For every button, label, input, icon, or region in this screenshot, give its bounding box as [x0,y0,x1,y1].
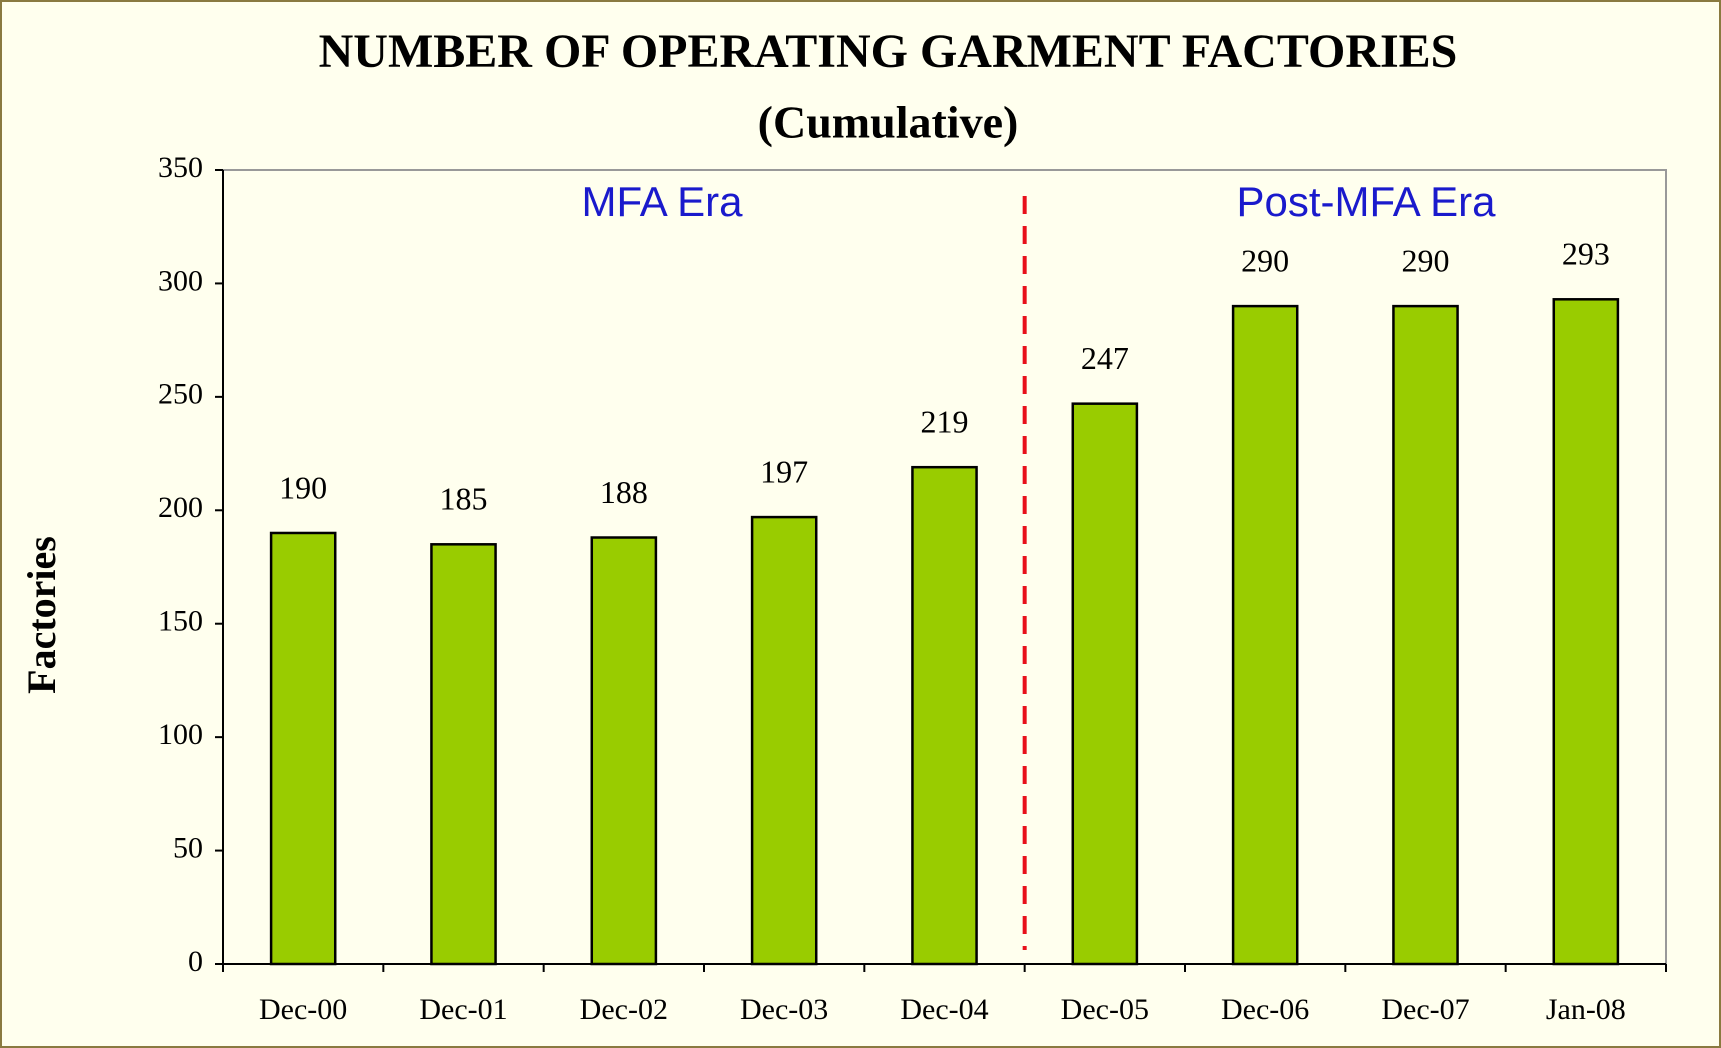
data-label: 290 [1241,242,1289,278]
y-tick-label: 350 [158,151,203,184]
x-tick-label: Jan-08 [1546,993,1626,1026]
chart-title: NUMBER OF OPERATING GARMENT FACTORIES [319,25,1458,78]
x-tick-label: Dec-01 [419,993,507,1026]
data-label: 197 [760,453,808,489]
y-tick-label: 0 [188,945,203,978]
x-tick-label: Dec-02 [580,993,668,1026]
x-tick-label: Dec-04 [900,993,988,1026]
x-tick-label: Dec-07 [1381,993,1469,1026]
data-label: 185 [440,481,488,517]
x-tick-label: Dec-05 [1061,993,1149,1026]
data-label: 247 [1081,340,1129,376]
data-label: 188 [600,474,648,510]
x-tick-label: Dec-00 [259,993,347,1026]
bar [1552,298,1620,966]
chart-subtitle: (Cumulative) [758,97,1019,148]
y-tick-label: 50 [173,831,203,864]
y-tick-label: 100 [158,718,203,751]
y-tick-label: 250 [158,378,203,411]
y-tick-label: 300 [158,264,203,297]
x-tick-label: Dec-06 [1221,993,1309,1026]
annotation: Post-MFA Era [1236,178,1496,225]
annotation: MFA Era [581,178,743,225]
bar [430,543,497,966]
x-tick-label: Dec-03 [740,993,828,1026]
data-label: 293 [1562,236,1610,272]
bar [750,515,818,966]
bar [269,531,337,966]
bar [1231,304,1299,966]
bar [590,536,658,966]
y-tick-label: 200 [158,491,203,524]
bar [911,465,978,966]
data-label: 290 [1402,242,1450,278]
data-label: 219 [921,404,969,440]
y-tick-label: 150 [158,605,203,638]
y-axis-label: Factories [19,536,64,694]
bar [1392,304,1459,966]
data-label: 190 [279,469,327,505]
bar [1071,402,1139,966]
